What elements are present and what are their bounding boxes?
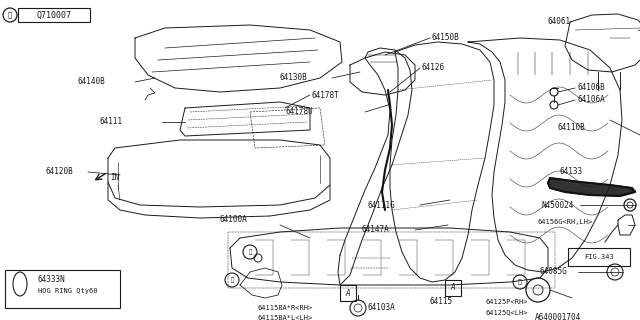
- Text: 64150B: 64150B: [432, 34, 460, 43]
- Bar: [568, 248, 630, 266]
- Text: 64085G: 64085G: [540, 268, 568, 276]
- Text: 64100A: 64100A: [220, 215, 248, 225]
- Text: 64125Q<LH>: 64125Q<LH>: [485, 309, 527, 315]
- Text: A: A: [346, 289, 350, 298]
- Text: Q710007: Q710007: [36, 11, 72, 20]
- Text: 64120B: 64120B: [45, 167, 73, 177]
- Text: 64115BA*L<LH>: 64115BA*L<LH>: [258, 315, 313, 320]
- Text: N450024: N450024: [542, 201, 574, 210]
- Polygon shape: [548, 178, 635, 196]
- Text: 64147A: 64147A: [362, 226, 390, 235]
- Text: 64115: 64115: [430, 298, 453, 307]
- Text: ①: ①: [8, 12, 12, 18]
- Text: 64106A: 64106A: [578, 95, 605, 105]
- Text: 64178T: 64178T: [312, 91, 340, 100]
- Text: ①: ①: [248, 249, 252, 255]
- Text: 64103A: 64103A: [368, 303, 396, 313]
- Text: 64133: 64133: [560, 167, 583, 177]
- Text: 64140B: 64140B: [78, 77, 106, 86]
- Text: IN: IN: [110, 173, 119, 182]
- Text: FIG.343: FIG.343: [584, 254, 614, 260]
- Text: ①: ①: [230, 277, 234, 283]
- Text: 64106B: 64106B: [578, 84, 605, 92]
- Text: 64115BA*R<RH>: 64115BA*R<RH>: [258, 305, 313, 311]
- Bar: [18, 8, 90, 22]
- Text: HOG RING Qty60: HOG RING Qty60: [38, 288, 97, 294]
- Text: A640001704: A640001704: [535, 314, 581, 320]
- Bar: [5, 270, 120, 308]
- Bar: [340, 285, 356, 301]
- Text: 64178U: 64178U: [285, 108, 313, 116]
- Text: 64333N: 64333N: [38, 275, 66, 284]
- Text: A: A: [451, 284, 455, 292]
- Bar: [445, 280, 461, 296]
- Text: 64111: 64111: [100, 117, 123, 126]
- Text: 64126: 64126: [422, 63, 445, 73]
- Text: 64130B: 64130B: [280, 74, 308, 83]
- Text: ①: ①: [518, 279, 522, 285]
- Text: 64156G<RH,LH>: 64156G<RH,LH>: [538, 219, 593, 225]
- Text: 64110B: 64110B: [558, 124, 586, 132]
- Text: 64111G: 64111G: [368, 201, 396, 210]
- Text: 64061: 64061: [548, 18, 571, 27]
- Text: 64125P<RH>: 64125P<RH>: [485, 299, 527, 305]
